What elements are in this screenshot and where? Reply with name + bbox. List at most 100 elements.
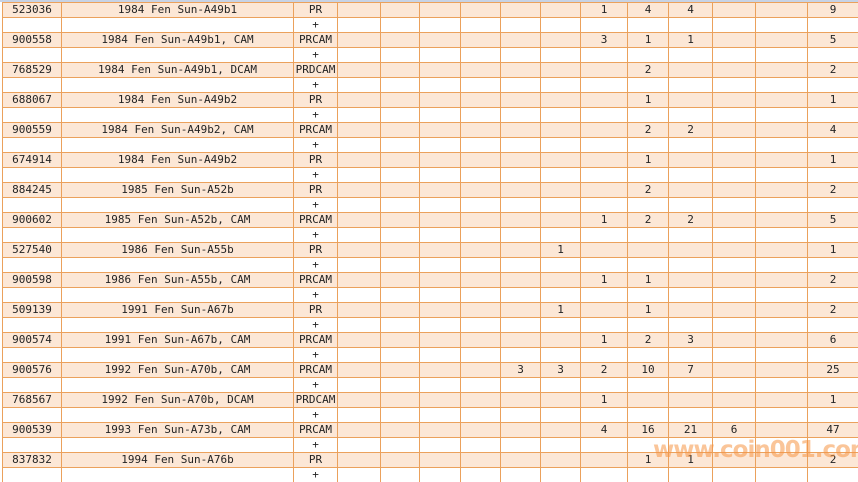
- count-cell: [540, 32, 581, 48]
- empty-cell: [380, 137, 420, 153]
- count-cell: [380, 332, 420, 348]
- total-cell: 5: [807, 212, 858, 228]
- empty-cell: [668, 377, 713, 393]
- empty-cell: [2, 377, 62, 393]
- empty-cell: [627, 317, 669, 333]
- count-cell: [668, 392, 713, 408]
- plus-row: +: [2, 167, 858, 183]
- empty-cell: [419, 287, 461, 303]
- count-cell: [337, 2, 381, 18]
- plus-cell: +: [293, 227, 338, 243]
- count-cell: [712, 302, 756, 318]
- empty-cell: [61, 317, 294, 333]
- empty-cell: [500, 347, 541, 363]
- empty-cell: [419, 227, 461, 243]
- empty-cell: [380, 197, 420, 213]
- record-row: 688067 1984 Fen Sun-A49b2 PR 1 1: [2, 92, 858, 108]
- empty-cell: [460, 227, 501, 243]
- empty-cell: [540, 287, 581, 303]
- count-cell: [540, 212, 581, 228]
- grade-label-cell: PRCAM: [293, 362, 338, 378]
- count-cell: [540, 122, 581, 138]
- grade-label-cell: PRCAM: [293, 422, 338, 438]
- empty-cell: [755, 47, 808, 63]
- count-cell: [419, 212, 461, 228]
- count-cell: 16: [627, 422, 669, 438]
- count-cell: [712, 122, 756, 138]
- empty-cell: [500, 287, 541, 303]
- count-cell: [460, 332, 501, 348]
- plus-row: +: [2, 257, 858, 273]
- grade-label-cell: PRCAM: [293, 332, 338, 348]
- empty-cell: [61, 167, 294, 183]
- count-cell: [419, 152, 461, 168]
- count-cell: [419, 362, 461, 378]
- empty-cell: [380, 347, 420, 363]
- count-cell: [500, 392, 541, 408]
- empty-cell: [337, 347, 381, 363]
- empty-cell: [807, 17, 858, 33]
- count-cell: 1: [627, 302, 669, 318]
- count-cell: [755, 92, 808, 108]
- grade-label-cell: PRCAM: [293, 212, 338, 228]
- count-cell: 2: [580, 362, 628, 378]
- total-cell: 1: [807, 152, 858, 168]
- plus-cell: +: [293, 167, 338, 183]
- count-cell: 2: [627, 62, 669, 78]
- count-cell: [419, 272, 461, 288]
- description-cell: 1986 Fen Sun-A55b: [61, 242, 294, 258]
- empty-cell: [500, 107, 541, 123]
- empty-cell: [380, 287, 420, 303]
- empty-cell: [807, 77, 858, 93]
- count-cell: [712, 2, 756, 18]
- count-cell: [337, 362, 381, 378]
- empty-cell: [540, 197, 581, 213]
- count-cell: [337, 182, 381, 198]
- count-cell: 1: [668, 32, 713, 48]
- empty-cell: [61, 17, 294, 33]
- empty-cell: [627, 137, 669, 153]
- empty-cell: [419, 377, 461, 393]
- empty-cell: [380, 317, 420, 333]
- count-cell: 3: [500, 362, 541, 378]
- count-cell: 1: [627, 452, 669, 468]
- empty-cell: [460, 257, 501, 273]
- empty-cell: [337, 107, 381, 123]
- count-cell: [380, 242, 420, 258]
- empty-cell: [380, 47, 420, 63]
- count-cell: 2: [627, 212, 669, 228]
- empty-cell: [807, 257, 858, 273]
- record-row: 900602 1985 Fen Sun-A52b, CAM PRCAM 1 2 2 5: [2, 212, 858, 228]
- record-row: 527540 1986 Fen Sun-A55b PR 1 1: [2, 242, 858, 258]
- empty-cell: [61, 467, 294, 482]
- count-cell: [540, 452, 581, 468]
- empty-cell: [460, 197, 501, 213]
- count-cell: [712, 272, 756, 288]
- description-cell: 1992 Fen Sun-A70b, DCAM: [61, 392, 294, 408]
- count-cell: [380, 92, 420, 108]
- plus-cell: +: [293, 467, 338, 482]
- count-cell: [460, 392, 501, 408]
- plus-cell: +: [293, 407, 338, 423]
- count-cell: [580, 152, 628, 168]
- grade-label-cell: PR: [293, 152, 338, 168]
- empty-cell: [755, 437, 808, 453]
- count-cell: [460, 242, 501, 258]
- empty-cell: [668, 227, 713, 243]
- empty-cell: [627, 467, 669, 482]
- empty-cell: [627, 77, 669, 93]
- empty-cell: [460, 377, 501, 393]
- empty-cell: [500, 377, 541, 393]
- empty-cell: [540, 437, 581, 453]
- empty-cell: [807, 437, 858, 453]
- empty-cell: [807, 317, 858, 333]
- plus-cell: +: [293, 107, 338, 123]
- empty-cell: [419, 167, 461, 183]
- empty-cell: [668, 347, 713, 363]
- count-cell: [755, 152, 808, 168]
- empty-cell: [61, 107, 294, 123]
- count-cell: 4: [627, 2, 669, 18]
- count-cell: 1: [580, 332, 628, 348]
- count-cell: 3: [540, 362, 581, 378]
- count-cell: [755, 422, 808, 438]
